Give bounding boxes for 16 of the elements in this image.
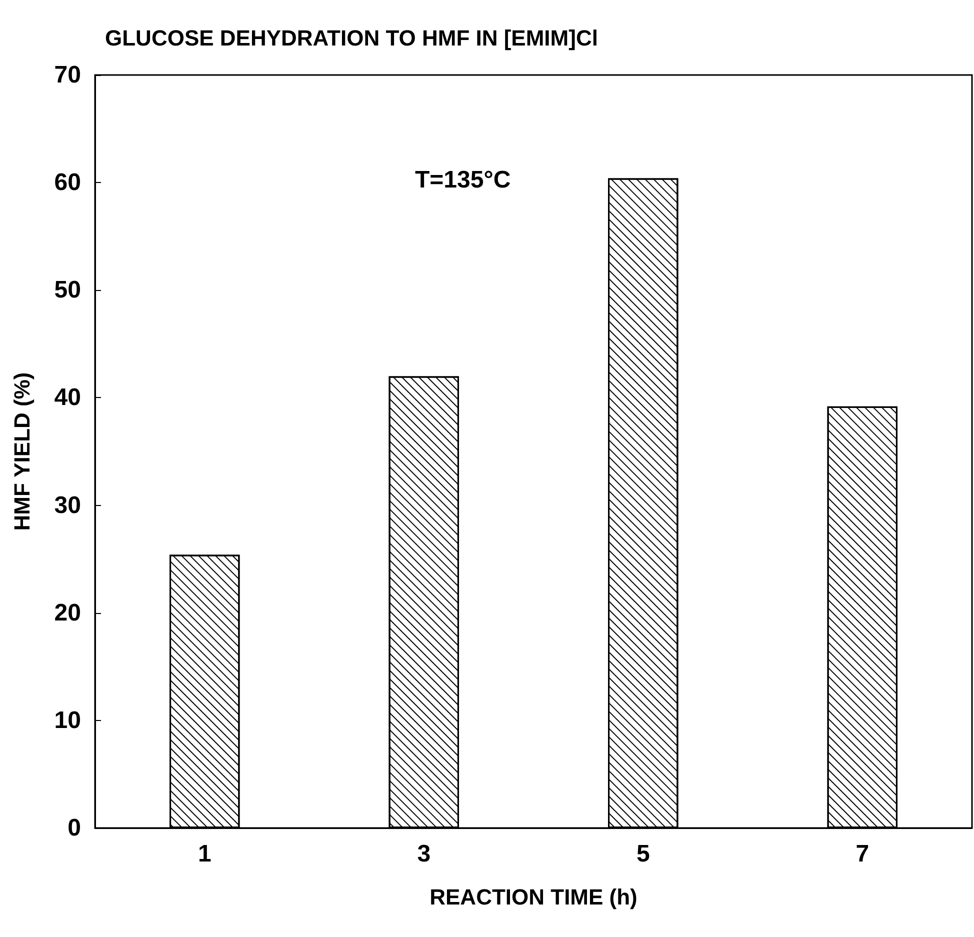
y-tick-label: 50	[54, 276, 81, 304]
y-tick-label: 40	[54, 384, 81, 412]
x-tick-label: 5	[636, 840, 650, 868]
y-tick-label: 60	[54, 169, 81, 196]
y-tick-label: 0	[68, 814, 81, 842]
x-tick-label: 7	[856, 840, 870, 868]
y-axis-title: HMF YIELD (%)	[10, 372, 34, 531]
x-axis-title: REACTION TIME (h)	[430, 884, 638, 910]
y-tick-label: 20	[54, 599, 81, 626]
x-tick-label: 1	[198, 840, 212, 868]
annotation: T=135°C	[415, 166, 511, 194]
x-tick-label: 3	[417, 840, 431, 868]
chart-title: GLUCOSE DEHYDRATION TO HMF IN [EMIM]Cl	[105, 26, 598, 50]
y-tick-label: 70	[54, 62, 81, 88]
y-tick-label: 30	[54, 492, 81, 519]
y-tick-label: 10	[54, 706, 81, 734]
